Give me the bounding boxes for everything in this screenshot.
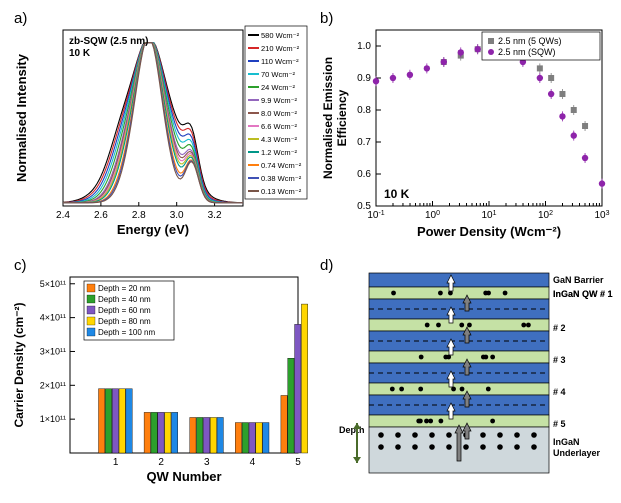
svg-text:GaN Barrier: GaN Barrier	[553, 275, 604, 285]
svg-text:10 K: 10 K	[384, 187, 410, 201]
svg-text:1: 1	[113, 457, 119, 468]
svg-text:0.8: 0.8	[357, 105, 371, 116]
svg-text:103: 103	[594, 210, 609, 222]
svg-text:2.5 nm (SQW): 2.5 nm (SQW)	[498, 47, 556, 57]
svg-text:100: 100	[425, 210, 440, 222]
svg-text:4: 4	[250, 457, 256, 468]
svg-text:101: 101	[481, 210, 496, 222]
svg-text:Depth = 100 nm: Depth = 100 nm	[98, 328, 155, 337]
svg-text:# 5: # 5	[553, 419, 566, 429]
svg-text:0.38 Wcm⁻²: 0.38 Wcm⁻²	[261, 174, 302, 183]
svg-text:24 Wcm⁻²: 24 Wcm⁻²	[261, 83, 295, 92]
svg-text:Depth = 80 nm: Depth = 80 nm	[98, 317, 151, 326]
svg-text:# 2: # 2	[553, 323, 566, 333]
svg-text:Depth: Depth	[339, 425, 365, 435]
svg-text:10 K: 10 K	[69, 48, 91, 59]
svg-text:2×10¹¹: 2×10¹¹	[40, 380, 66, 390]
svg-text:Carrier Density (cm⁻²): Carrier Density (cm⁻²)	[12, 302, 26, 427]
panel-d: d) GaN BarrierGaN BarrierInGaN QW # 1InG…	[314, 255, 614, 496]
panel-a-label: a)	[14, 10, 27, 27]
svg-text:Normalised Intensity: Normalised Intensity	[14, 53, 29, 182]
svg-text:Normalised Emission: Normalised Emission	[321, 57, 335, 179]
svg-text:1×10¹¹: 1×10¹¹	[40, 414, 66, 424]
svg-text:1.2 Wcm⁻²: 1.2 Wcm⁻²	[261, 148, 298, 157]
svg-text:Efficiency: Efficiency	[335, 89, 349, 146]
svg-text:110 Wcm⁻²: 110 Wcm⁻²	[261, 57, 299, 66]
svg-text:5: 5	[295, 457, 301, 468]
svg-text:3: 3	[204, 457, 210, 468]
panel-a: a) 2.4 2.6 2.8 3.0 3.2 zb-SQW (2.5 nm)10 K Ene…	[8, 8, 308, 249]
svg-text:9.9 Wcm⁻²: 9.9 Wcm⁻²	[261, 96, 298, 105]
svg-text:0.74 Wcm⁻²: 0.74 Wcm⁻²	[261, 161, 302, 170]
svg-text:3.2: 3.2	[208, 210, 222, 221]
svg-text:0.5: 0.5	[357, 201, 371, 212]
svg-text:Depth = 20 nm: Depth = 20 nm	[98, 284, 151, 293]
svg-text:Power Density (Wcm⁻²): Power Density (Wcm⁻²)	[417, 224, 561, 239]
svg-text:8.0 Wcm⁻²: 8.0 Wcm⁻²	[261, 109, 298, 118]
svg-text:580 Wcm⁻²: 580 Wcm⁻²	[261, 31, 300, 40]
svg-text:zb-SQW (2.5 nm): zb-SQW (2.5 nm)	[69, 36, 148, 47]
svg-text:3×10¹¹: 3×10¹¹	[40, 346, 66, 356]
figure-grid: a) 2.42.62.83.03.2zb-SQW (2.5 nm)10 KEne…	[8, 8, 613, 495]
efficiency-chart: 10-11001011021030.50.60.70.80.91.010 K2.…	[314, 8, 614, 248]
svg-text:InGaN: InGaN	[553, 437, 580, 447]
svg-text:2.8: 2.8	[132, 210, 146, 221]
panel-b: b) 10-11001011021030.50.60.70.80.91.010 …	[314, 8, 614, 249]
svg-text:# 3: # 3	[553, 355, 566, 365]
svg-text:0.9: 0.9	[357, 73, 371, 84]
svg-text:102: 102	[538, 210, 553, 222]
svg-text:QW Number: QW Number	[146, 469, 221, 484]
svg-text:# 4: # 4	[553, 387, 566, 397]
svg-text:0.7: 0.7	[357, 137, 371, 148]
svg-text:2.4: 2.4	[56, 210, 70, 221]
svg-text:2.5 nm (5 QWs): 2.5 nm (5 QWs)	[498, 36, 562, 46]
svg-text:6.6 Wcm⁻²: 6.6 Wcm⁻²	[261, 122, 298, 131]
svg-text:4×10¹¹: 4×10¹¹	[40, 312, 66, 322]
panel-d-label: d)	[320, 257, 333, 274]
panel-c: c) 1×10¹¹ 2×10¹¹ 3×10¹¹ 4×10¹¹ 5×10¹¹ 1 2 3 4 5 De…	[8, 255, 308, 496]
svg-text:70 Wcm⁻²: 70 Wcm⁻²	[261, 70, 295, 79]
panel-b-label: b)	[320, 10, 333, 27]
svg-text:3.0: 3.0	[170, 210, 184, 221]
svg-text:Underlayer: Underlayer	[553, 448, 601, 458]
svg-text:4.3 Wcm⁻²: 4.3 Wcm⁻²	[261, 135, 298, 144]
svg-text:InGaN QW # 1: InGaN QW # 1	[553, 289, 613, 299]
layer-diagram: GaN BarrierGaN BarrierInGaN QW # 1InGaN …	[314, 255, 614, 495]
panel-c-label: c)	[14, 257, 27, 274]
svg-text:2: 2	[158, 457, 164, 468]
svg-text:Energy (eV): Energy (eV)	[117, 222, 189, 237]
svg-text:2.6: 2.6	[94, 210, 108, 221]
svg-text:210 Wcm⁻²: 210 Wcm⁻²	[261, 44, 300, 53]
svg-text:0.13 Wcm⁻²: 0.13 Wcm⁻²	[261, 187, 302, 196]
svg-text:1.0: 1.0	[357, 41, 371, 52]
svg-text:Depth = 60 nm: Depth = 60 nm	[98, 306, 151, 315]
svg-text:5×10¹¹: 5×10¹¹	[40, 278, 66, 288]
svg-text:Depth = 40 nm: Depth = 40 nm	[98, 295, 151, 304]
spectra-chart: 2.4 2.6 2.8 3.0 3.2 zb-SQW (2.5 nm)10 K Energy…	[8, 8, 308, 248]
carrier-density-chart: 1×10¹¹ 2×10¹¹ 3×10¹¹ 4×10¹¹ 5×10¹¹ 1 2 3 4 5 Depth…	[8, 255, 308, 495]
svg-text:0.6: 0.6	[357, 169, 371, 180]
